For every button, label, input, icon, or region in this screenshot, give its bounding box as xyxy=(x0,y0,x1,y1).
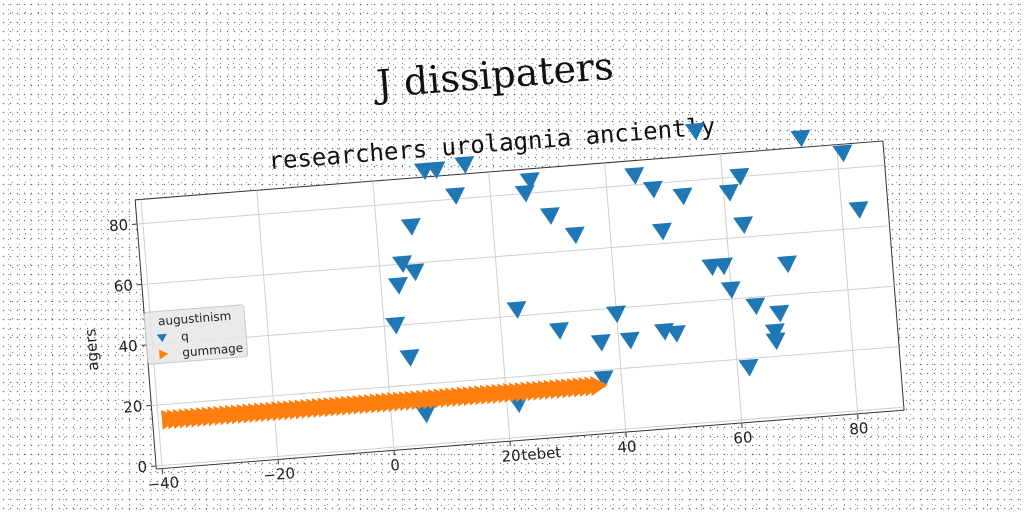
data-point-q xyxy=(514,184,535,203)
data-point-q xyxy=(593,370,614,388)
legend-marker-gummage xyxy=(158,349,169,360)
data-point-q xyxy=(548,322,569,340)
chart-area: researchers urolagnia anciently −40 −20 0 2… xyxy=(81,112,905,494)
data-point-q xyxy=(684,122,705,141)
y-axis-label: agers xyxy=(81,328,102,371)
legend-box xyxy=(143,304,249,365)
data-point-q xyxy=(539,207,560,225)
y-grid-line xyxy=(156,406,904,467)
data-point-q xyxy=(454,156,475,174)
data-point-q xyxy=(790,129,811,148)
y-tick-label: 40 xyxy=(118,337,138,356)
data-point-q xyxy=(729,167,750,186)
data-point-q xyxy=(385,316,406,335)
data-point-q xyxy=(665,324,686,343)
y-grid-line xyxy=(146,285,895,346)
x-axis-label: tebet xyxy=(521,443,562,464)
y-tick-label: 60 xyxy=(113,276,133,295)
y-tick-label: 20 xyxy=(123,397,143,416)
data-point-q xyxy=(642,180,663,199)
data-point-q xyxy=(769,304,790,323)
data-point-q xyxy=(445,187,465,205)
data-point-q xyxy=(832,144,853,163)
data-point-q xyxy=(590,333,611,352)
x-tick-label: 20 xyxy=(501,446,521,465)
data-point-q xyxy=(415,405,436,424)
data-point-q xyxy=(776,255,797,274)
data-point-q xyxy=(720,281,741,299)
data-point-gummage xyxy=(590,376,608,397)
data-point-q xyxy=(848,201,869,219)
y-grid-line xyxy=(141,225,890,286)
data-point-q xyxy=(392,255,412,273)
data-point-q xyxy=(764,323,785,342)
axis-ticks: −40 −20 0 20 40 60 80 0 20 40 60 80 xyxy=(108,216,869,494)
y-tick-label: 0 xyxy=(137,458,148,477)
x-tick-label: 80 xyxy=(849,419,869,438)
data-point-q xyxy=(738,358,759,377)
data-point-q xyxy=(733,216,754,234)
data-point-q xyxy=(399,349,420,367)
x-grid-line xyxy=(604,162,627,433)
data-point-q xyxy=(651,222,672,241)
legend-marker-q xyxy=(156,333,167,343)
legend-label-gummage: gummage xyxy=(182,341,244,360)
legend: augustinism q gummage xyxy=(143,304,249,365)
data-point-q xyxy=(712,257,733,276)
data-point-q xyxy=(624,166,645,185)
data-point-q xyxy=(765,332,786,351)
data-point-q xyxy=(400,218,421,236)
y-grid-line xyxy=(137,164,885,225)
data-point-q xyxy=(387,276,408,295)
x-tick-label: 40 xyxy=(617,437,637,456)
legend-title: augustinism xyxy=(158,309,232,329)
x-tick-label: 0 xyxy=(390,456,401,475)
data-marks xyxy=(161,122,869,430)
data-point-q xyxy=(605,305,626,324)
data-point-q xyxy=(506,301,527,319)
x-grid-line xyxy=(835,144,859,414)
data-point-q xyxy=(519,172,540,190)
y-tick-label: 80 xyxy=(108,216,128,235)
data-point-q xyxy=(745,297,766,316)
data-point-q xyxy=(425,161,446,180)
data-point-q xyxy=(619,331,640,350)
data-point-q xyxy=(564,226,585,245)
figure-title: J dissipaters xyxy=(371,44,615,107)
y-grid-line xyxy=(151,346,900,407)
x-tick-label: 60 xyxy=(733,428,753,447)
data-point-q xyxy=(404,263,425,282)
x-tick-label: −20 xyxy=(263,464,296,484)
data-point-q xyxy=(718,183,739,202)
data-point-q xyxy=(672,187,693,206)
grid-lines xyxy=(137,144,904,469)
x-tick-label: −40 xyxy=(147,473,180,493)
legend-label-q: q xyxy=(180,329,189,344)
